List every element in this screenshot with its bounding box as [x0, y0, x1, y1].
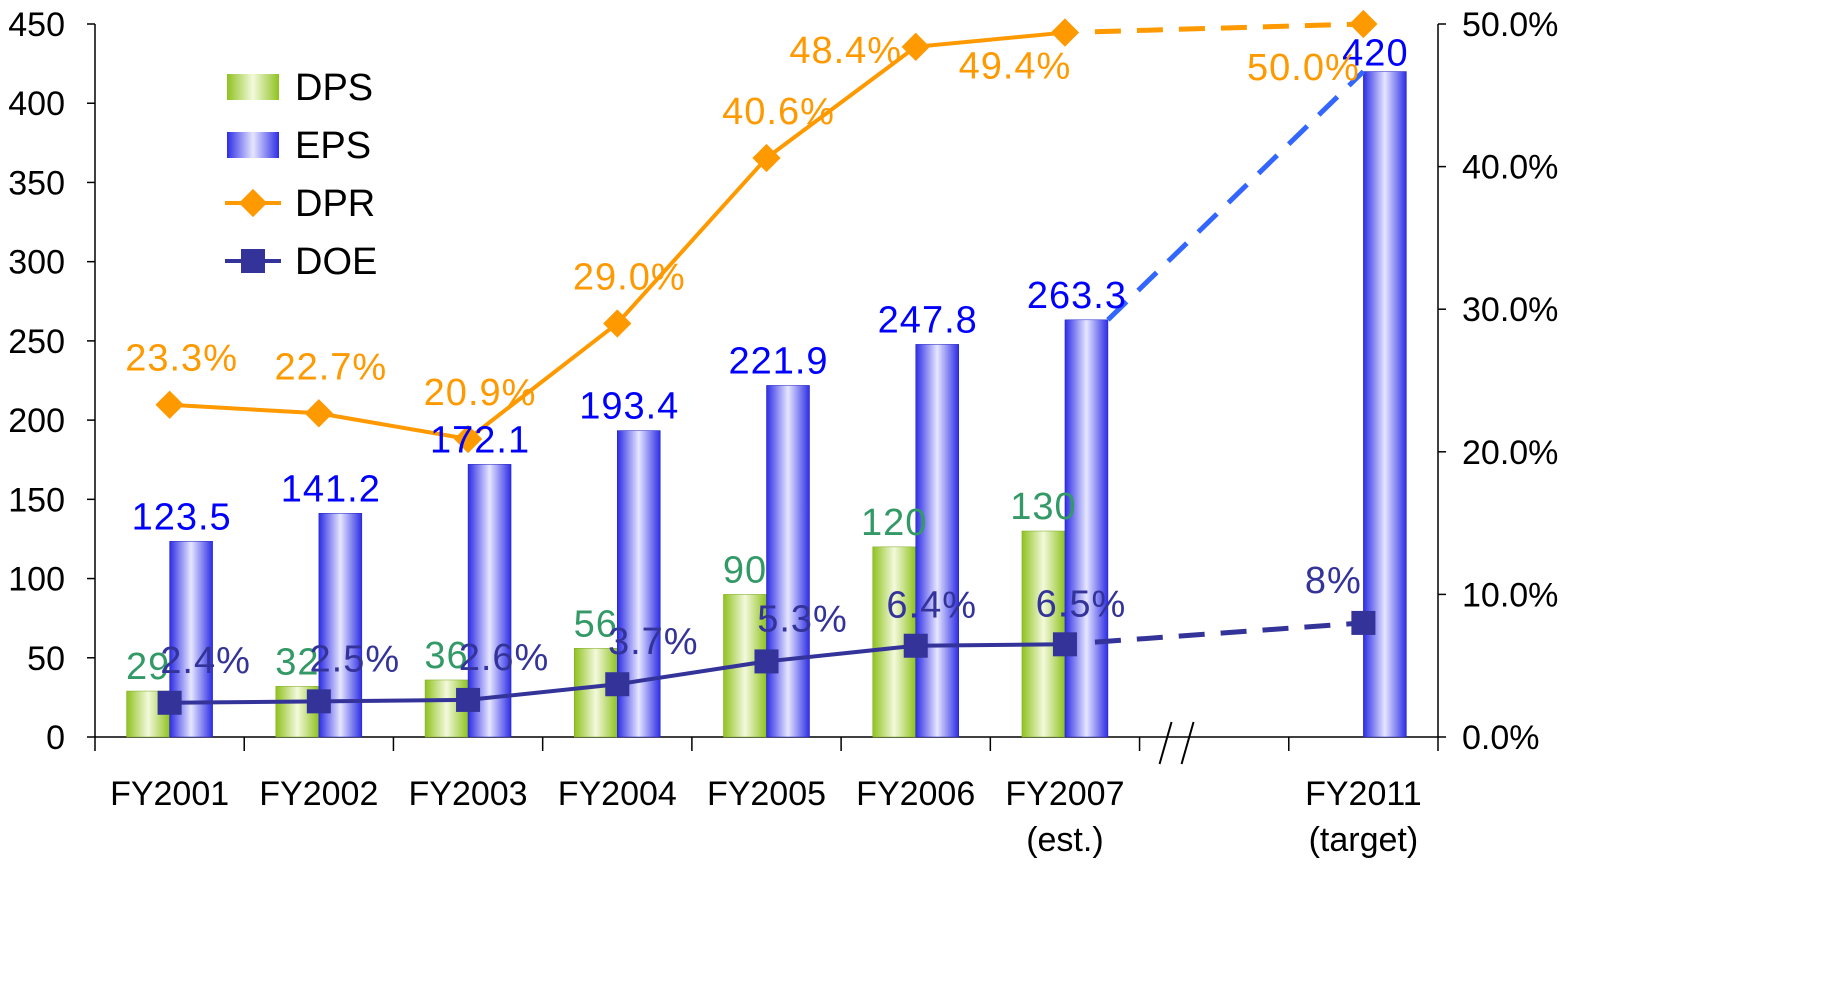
doe-value-label: 2.5%: [310, 638, 401, 680]
right-tick-label: 20.0%: [1462, 434, 1558, 472]
legend: DPS EPS DPR DOE: [225, 67, 377, 283]
eps-value-label: 123.5: [132, 496, 232, 538]
category-label: FY2001: [110, 775, 229, 813]
eps-value-label: 247.8: [878, 299, 978, 341]
dpr-value-label: 50.0%: [1247, 47, 1360, 89]
category-label: (est.): [1026, 821, 1103, 859]
dps-value-label: 29: [126, 646, 170, 688]
left-tick-label: 350: [8, 164, 65, 202]
right-tick-label: 10.0%: [1462, 576, 1558, 614]
dps-value-label: 120: [861, 502, 927, 544]
category-label: FY2011: [1305, 775, 1422, 813]
doe-marker: [157, 690, 182, 715]
category-label: FY2004: [558, 775, 677, 813]
eps-bar: [766, 385, 810, 738]
doe-marker: [1351, 610, 1376, 635]
dpr-marker: [1349, 9, 1378, 39]
doe-marker: [605, 672, 630, 697]
dps-value-label: 56: [574, 603, 618, 645]
axis-break-mark: [1180, 721, 1195, 765]
category-label: FY2002: [259, 775, 378, 813]
dps-value-label: 90: [723, 549, 767, 591]
left-tick-label: 50: [27, 640, 65, 678]
dps-value-label: 32: [275, 641, 319, 683]
dpr-value-label: 48.4%: [789, 30, 902, 72]
right-tick-label: 0.0%: [1462, 719, 1540, 757]
doe-value-label: 6.4%: [886, 585, 977, 627]
left-tick-label: 0: [46, 719, 65, 757]
doe-marker: [1052, 632, 1077, 657]
dpr-marker: [304, 399, 333, 428]
right-tick-label: 40.0%: [1462, 149, 1558, 187]
dpr-marker: [155, 390, 184, 419]
doe-marker: [903, 633, 928, 658]
data-labels: 29 32 36 56 90 120 130 123.5 141.2 172.1 193.4 221.…: [125, 30, 1408, 688]
lines: [155, 9, 1378, 715]
doe-value-label: 6.5%: [1036, 583, 1127, 625]
eps-value-label: 420: [1342, 33, 1408, 75]
doe-value-label: 2.6%: [459, 637, 550, 679]
legend-marker-doe: [241, 249, 265, 273]
legend-swatch-dps: [227, 74, 279, 100]
eps-value-label: 193.4: [579, 386, 679, 428]
doe-value-label: 8%: [1305, 560, 1362, 602]
eps-value-label: 263.3: [1027, 275, 1127, 317]
eps-bar: [1363, 71, 1407, 738]
legend-label-eps: EPS: [295, 125, 371, 167]
eps-value-label: 141.2: [281, 468, 381, 510]
axis-break-mark: [1158, 721, 1173, 765]
dpr-value-label: 22.7%: [274, 346, 387, 388]
eps-bar: [915, 344, 959, 738]
category-label: FY2003: [409, 775, 528, 813]
left-tick-label: 150: [8, 481, 65, 519]
dpr-value-label: 49.4%: [959, 46, 1072, 88]
category-label: FY2006: [856, 775, 975, 813]
eps-value-label: 221.9: [728, 340, 828, 382]
dpr-value-label: 29.0%: [573, 256, 686, 298]
doe-marker: [754, 649, 779, 674]
dpr-value-label: 20.9%: [424, 372, 537, 414]
doe-value-label: 2.4%: [160, 640, 251, 682]
left-tick-label: 300: [8, 244, 65, 282]
right-tick-label: 30.0%: [1462, 291, 1558, 329]
category-label: FY2007: [1005, 775, 1124, 813]
left-tick-label: 250: [8, 323, 65, 361]
dps-value-label: 130: [1010, 486, 1076, 528]
doe-marker: [456, 687, 481, 712]
eps-value-label: 172.1: [430, 419, 530, 461]
right-tick-label: 50.0%: [1462, 6, 1558, 44]
doe-value-label: 3.7%: [608, 621, 699, 663]
legend-label-doe: DOE: [295, 241, 377, 283]
dpr-marker: [453, 424, 483, 454]
doe-marker: [306, 689, 331, 714]
left-tick-label: 200: [8, 402, 65, 440]
eps-projection-line: [1106, 69, 1366, 322]
legend-swatch-eps: [227, 132, 279, 158]
category-label: (target): [1309, 821, 1419, 859]
legend-label-dpr: DPR: [295, 183, 375, 225]
dps-value-label: 36: [424, 635, 468, 677]
legend-marker-dpr: [238, 188, 268, 218]
category-grid: [94, 737, 1439, 751]
doe-projection-line: [1094, 620, 1364, 645]
dpr-marker: [901, 32, 930, 61]
legend-label-dps: DPS: [295, 67, 373, 109]
dpr-value-label: 23.3%: [125, 338, 238, 380]
doe-value-label: 5.3%: [757, 598, 848, 640]
left-tick-label: 100: [8, 561, 65, 599]
category-label: FY2005: [707, 775, 826, 813]
dpr-marker: [603, 309, 632, 338]
dpr-marker: [752, 143, 781, 173]
left-tick-label: 450: [8, 6, 65, 44]
dpr-projection-line: [1094, 21, 1364, 35]
dpr-value-label: 40.6%: [722, 91, 835, 133]
left-tick-label: 400: [8, 85, 65, 123]
eps-bar: [1064, 319, 1109, 738]
dpr-marker: [1050, 18, 1080, 47]
